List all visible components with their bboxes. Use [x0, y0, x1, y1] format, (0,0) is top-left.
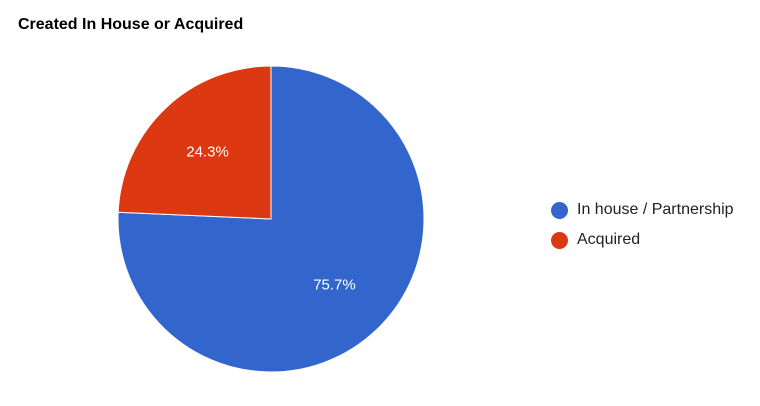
legend-swatch-icon — [551, 231, 568, 249]
chart-title: Created In House or Acquired — [18, 16, 244, 33]
legend-label: In house / Partnership — [577, 201, 734, 218]
legend-label: Acquired — [577, 231, 641, 248]
pie-slice-label-0: 75.7% — [313, 276, 356, 293]
legend-swatch-icon — [551, 201, 568, 219]
pie-slice-label-1: 24.3% — [186, 144, 229, 161]
pie-slice-1 — [117, 65, 272, 220]
pie-slice-0 — [117, 65, 425, 373]
legend-item-0: In house / Partnership — [551, 195, 734, 225]
legend: In house / Partnership Acquired — [551, 195, 734, 255]
legend-item-1: Acquired — [551, 225, 734, 255]
